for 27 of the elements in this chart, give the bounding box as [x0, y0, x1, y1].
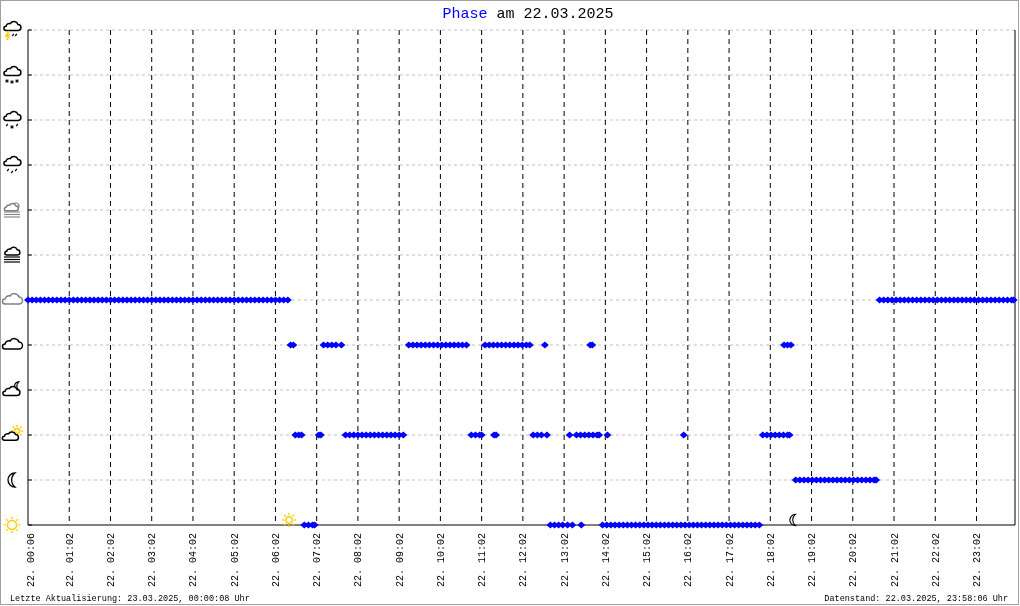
x-tick-label: 22. 23:02 [972, 533, 984, 588]
x-tick-label: 22. 19:02 [807, 533, 819, 588]
x-tick-label: 22. 11:02 [477, 533, 489, 588]
x-tick-label: 22. 09:02 [394, 533, 406, 588]
x-tick-label: 22. 04:02 [188, 533, 200, 588]
x-tick-label: 22. 08:02 [353, 533, 365, 588]
x-tick-label: 22. 05:02 [229, 533, 241, 588]
chart-title: Phase am 22.03.2025 [442, 6, 614, 23]
x-tick-label: 22. 14:02 [600, 533, 612, 588]
x-tick-label: 22. 13:02 [559, 533, 571, 588]
x-tick-label: 22. 06:02 [270, 533, 282, 588]
x-tick-label: 22. 01:02 [64, 533, 76, 588]
x-tick-label: 22. 07:02 [312, 533, 324, 588]
x-tick-label: 22. 17:02 [724, 533, 736, 588]
x-tick-label: 22. 00:06 [26, 533, 38, 588]
x-tick-label: 22. 21:02 [889, 533, 901, 588]
x-tick-label: 22. 02:02 [105, 533, 117, 588]
x-tick-label: 22. 12:02 [518, 533, 530, 588]
x-tick-label: 22. 22:02 [930, 533, 942, 588]
x-tick-label: 22. 10:02 [435, 533, 447, 588]
x-tick-label: 22. 20:02 [848, 533, 860, 588]
x-tick-label: 22. 03:02 [147, 533, 159, 588]
x-tick-label: 22. 15:02 [642, 533, 654, 588]
x-tick-label: 22. 18:02 [765, 533, 777, 588]
text: Letzte Aktualisierung: 23.03.2025, 00:00:08 Uhr [10, 594, 250, 604]
text: Datenstand: 22.03.2025, 23:58:06 Uhr [824, 594, 1008, 604]
x-tick-label: 22. 16:02 [683, 533, 695, 588]
